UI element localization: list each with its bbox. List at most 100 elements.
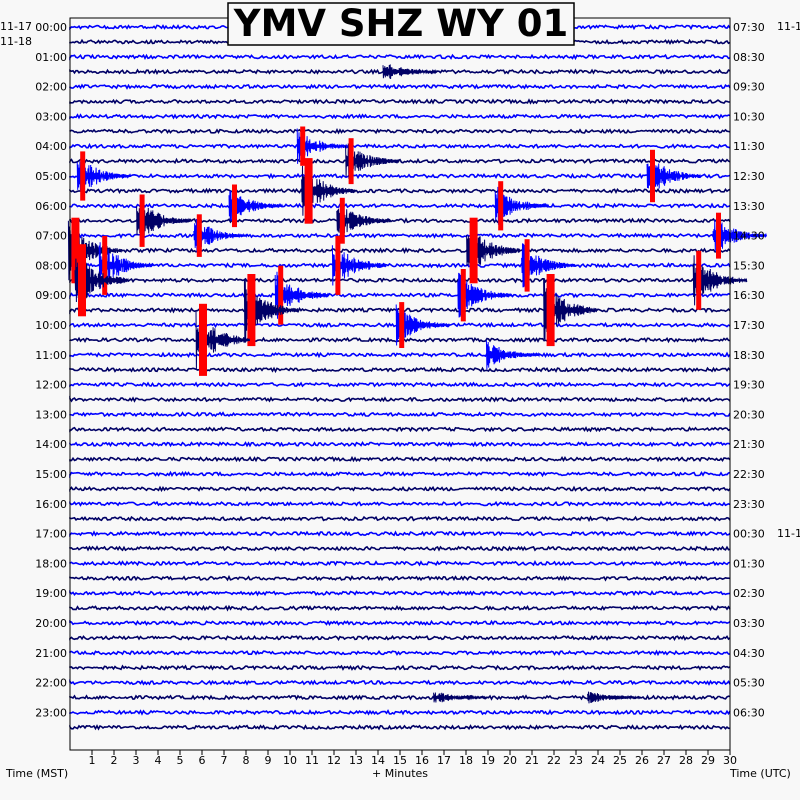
trace-line (69, 187, 731, 195)
trace-line (69, 709, 731, 716)
x-tick-label: 8 (243, 754, 250, 767)
right-hour-label: 06:30 (733, 706, 765, 719)
x-tick-label: 17 (437, 754, 451, 767)
trace-line (69, 232, 731, 239)
x-tick-label: 12 (327, 754, 341, 767)
trace-line (69, 515, 731, 523)
left-hour-label: 12:00 (35, 379, 67, 392)
x-tick-label: 25 (613, 754, 627, 767)
trace-line (69, 455, 731, 463)
clipped-signal-bar (80, 151, 86, 201)
clipped-signal-bar (278, 265, 284, 325)
event-waveform (98, 242, 154, 289)
event-waveform (345, 143, 400, 179)
seismic-event (712, 212, 768, 259)
seismic-event (228, 184, 284, 228)
event-waveform (296, 128, 352, 164)
left-hour-label: 16:00 (35, 498, 67, 511)
clipped-signal-bar (469, 217, 478, 284)
clipped-signal-bar (232, 184, 237, 228)
trace-line (69, 485, 731, 493)
clipped-signal-bar (348, 138, 354, 185)
clipped-signal-bar (335, 235, 341, 295)
trace-line (69, 441, 731, 448)
trace-line (69, 128, 731, 135)
trace-layer (69, 24, 731, 731)
trace-line (69, 649, 731, 657)
event-waveform (193, 218, 248, 253)
event-waveform (336, 208, 391, 234)
trace-line (69, 500, 731, 507)
trace-line (69, 619, 731, 627)
left-hour-label: 21:00 (35, 647, 67, 660)
x-tick-label: 4 (155, 754, 162, 767)
trace-line (69, 560, 731, 567)
seismic-event (587, 691, 642, 704)
right-hour-label: 03:30 (733, 617, 765, 630)
seismic-event (136, 194, 191, 247)
x-tick-label: 23 (569, 754, 583, 767)
clipped-signal-bar (339, 197, 345, 244)
left-hour-label: 02:00 (35, 81, 67, 94)
trace-line (69, 426, 731, 433)
trace-line (69, 724, 730, 731)
trace-line (69, 351, 731, 359)
left-hour-label: 08:00 (35, 259, 67, 272)
title-box (227, 2, 575, 46)
seismic-event (692, 250, 748, 310)
x-tick-label: 13 (349, 754, 363, 767)
seismic-event (76, 151, 132, 201)
x-tick-label: 21 (525, 754, 539, 767)
trace-line (69, 604, 731, 612)
right-time-axis: 07:30 08:30 09:30 10:30 11:30 12:30 13:30 14:30… (733, 21, 765, 719)
right-hour-label: 17:30 (733, 319, 765, 332)
clipped-signal-bar (546, 274, 555, 347)
trace-line (69, 366, 731, 374)
x-tick-label: 3 (133, 754, 140, 767)
right-hour-label: 10:30 (733, 110, 765, 123)
clipped-signal-bar (460, 269, 466, 322)
seismic-event (193, 214, 248, 257)
right-hour-label: 18:30 (733, 349, 765, 362)
trace-line (69, 590, 731, 597)
left-hour-label: 18:00 (35, 557, 67, 570)
x-tick-label: 24 (591, 754, 605, 767)
event-waveform (712, 219, 768, 252)
left-hour-label: 05:00 (35, 170, 67, 183)
right-date-top: 11-17 (777, 20, 800, 33)
x-tick-label: 11 (305, 754, 319, 767)
left-hour-label: 09:00 (35, 289, 67, 302)
clipped-signal-bar (78, 244, 86, 317)
right-hour-label: 09:30 (733, 81, 765, 94)
x-tick-label: 27 (657, 754, 671, 767)
trace-line (69, 202, 731, 209)
left-time-axis: 00:00 01:00 02:00 03:00 04:00 05:00 06:00 07:00… (35, 21, 67, 719)
left-hour-label: 15:00 (35, 468, 67, 481)
left-hour-label: 20:00 (35, 617, 67, 630)
trace-line (69, 411, 731, 418)
event-waveform (395, 304, 451, 346)
seismic-event (243, 274, 299, 347)
event-waveform (382, 64, 438, 80)
seismic-event (382, 64, 438, 80)
x-tick-label: 19 (481, 754, 495, 767)
right-date-mid: 11-1 (777, 527, 800, 540)
seismic-event (395, 302, 451, 348)
right-hour-label: 16:30 (733, 289, 765, 302)
trace-line (69, 83, 731, 90)
trace-line (69, 470, 731, 479)
trace-line (69, 664, 731, 671)
seismic-event (646, 149, 702, 203)
clipped-signal-bar (102, 235, 108, 295)
trace-line (69, 292, 731, 300)
x-tick-label: 6 (199, 754, 206, 767)
right-hour-label: 12:30 (733, 170, 765, 183)
right-hour-label: 19:30 (733, 379, 765, 392)
right-hour-label: 23:30 (733, 498, 765, 511)
event-waveform (521, 243, 576, 288)
x-axis: 1 2 3 4 5 6 7 8 9 10 11 12 13 14 15 16 17 18 19 20 21 22 23 24 2… (89, 750, 737, 767)
seismic-event (331, 235, 387, 295)
right-hour-label: 14:30 (733, 230, 765, 243)
trace-line (69, 395, 731, 403)
x-axis-label: + Minutes (372, 767, 428, 780)
